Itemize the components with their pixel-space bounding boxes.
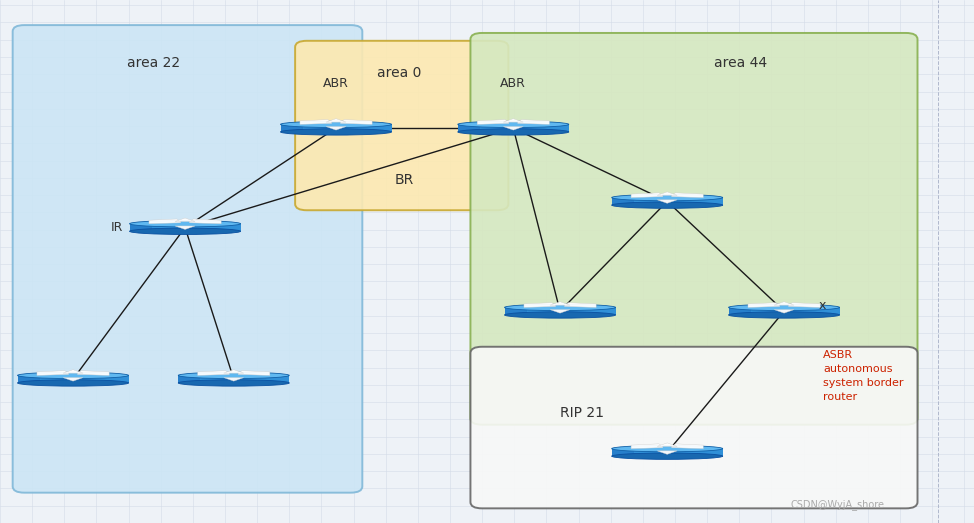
Ellipse shape [18,380,129,386]
Polygon shape [789,303,820,308]
Ellipse shape [458,129,569,135]
Text: area 22: area 22 [127,56,180,70]
Polygon shape [341,120,372,124]
Polygon shape [504,119,523,122]
Bar [281,124,392,132]
Bar [612,449,723,456]
Ellipse shape [612,446,723,452]
Polygon shape [657,200,677,203]
Bar [505,308,616,315]
Bar [729,308,751,315]
Polygon shape [631,444,662,449]
Polygon shape [37,371,68,376]
Ellipse shape [178,380,289,386]
Ellipse shape [130,228,241,234]
Bar [281,124,303,132]
Polygon shape [190,219,221,224]
Text: ABR: ABR [323,77,349,90]
Polygon shape [224,370,244,373]
Ellipse shape [612,202,723,208]
Polygon shape [63,370,83,373]
Ellipse shape [130,221,241,227]
Ellipse shape [505,312,616,318]
Polygon shape [657,451,677,454]
Polygon shape [477,120,508,124]
Text: area 0: area 0 [377,66,422,80]
Ellipse shape [281,121,392,128]
Text: BR: BR [394,174,414,187]
Polygon shape [774,302,794,305]
Polygon shape [657,443,677,447]
Ellipse shape [612,453,723,459]
Bar [458,124,569,132]
Polygon shape [774,310,794,313]
Text: IR: IR [111,221,123,234]
Polygon shape [175,218,195,222]
Polygon shape [631,193,662,198]
Bar [130,224,152,231]
Bar [458,124,480,132]
Text: x: x [818,300,826,312]
Polygon shape [672,193,703,198]
Bar [130,224,241,231]
Bar [612,198,634,205]
FancyBboxPatch shape [13,25,362,493]
FancyBboxPatch shape [470,33,918,425]
FancyBboxPatch shape [295,41,508,210]
Polygon shape [672,444,703,449]
Bar [612,198,723,205]
Ellipse shape [281,129,392,135]
Polygon shape [518,120,549,124]
Text: area 44: area 44 [714,56,767,70]
Bar [612,449,634,456]
Polygon shape [326,119,346,122]
Ellipse shape [178,372,289,379]
Polygon shape [198,371,229,376]
Bar [178,376,289,383]
Polygon shape [149,219,180,224]
Bar [178,376,201,383]
Polygon shape [550,310,570,313]
Ellipse shape [612,195,723,201]
Polygon shape [524,303,555,308]
Text: CSDN@WyjA_shore: CSDN@WyjA_shore [791,499,884,510]
Ellipse shape [729,312,840,318]
Polygon shape [63,378,83,381]
Polygon shape [239,371,270,376]
Polygon shape [748,303,779,308]
Polygon shape [550,302,570,305]
Bar [18,376,40,383]
Polygon shape [326,127,346,130]
Ellipse shape [729,304,840,311]
Polygon shape [78,371,109,376]
Polygon shape [657,192,677,196]
Polygon shape [175,226,195,230]
FancyBboxPatch shape [470,347,918,508]
Text: RIP 21: RIP 21 [560,406,604,420]
Bar [18,376,129,383]
Text: ABR: ABR [501,77,526,90]
Polygon shape [300,120,331,124]
Ellipse shape [505,304,616,311]
Text: ASBR
autonomous
system border
router: ASBR autonomous system border router [823,350,904,402]
Ellipse shape [18,372,129,379]
Bar [505,308,527,315]
Polygon shape [504,127,523,130]
Bar [729,308,840,315]
Polygon shape [224,378,244,381]
Ellipse shape [458,121,569,128]
Polygon shape [565,303,596,308]
